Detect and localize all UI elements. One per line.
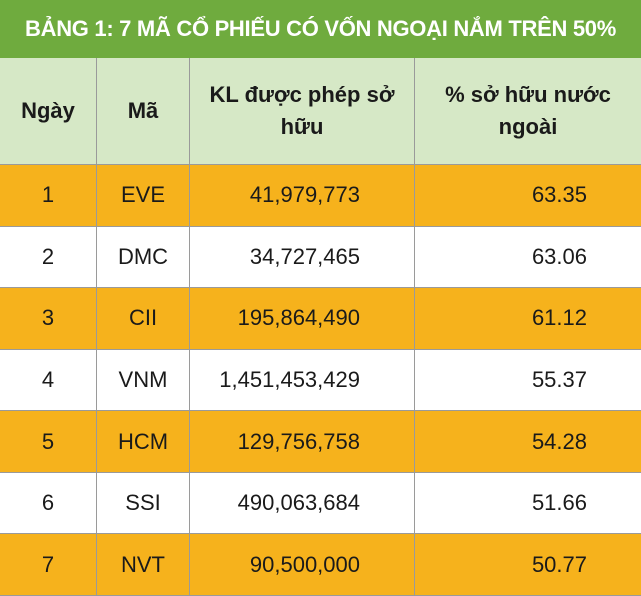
- table-cell: SSI: [97, 472, 190, 535]
- table-cell: 1,451,453,429: [190, 349, 415, 412]
- table-cell: 490,063,684: [190, 472, 415, 535]
- table-cell: 90,500,000: [190, 534, 415, 596]
- header-cell: % sở hữu nước ngoài: [415, 58, 641, 165]
- table-cell: 34,727,465: [190, 226, 415, 289]
- table-cell: 7: [0, 534, 97, 596]
- table-cell: 1: [0, 165, 97, 227]
- table-cell: NVT: [97, 534, 190, 596]
- table-cell: 6: [0, 472, 97, 535]
- table-cell: VNM: [97, 349, 190, 412]
- header-cell: Ngày: [0, 58, 97, 165]
- table-cell: 50.77: [415, 534, 641, 596]
- table-cell: 63.06: [415, 226, 641, 289]
- header-cell: KL được phép sở hữu: [190, 58, 415, 165]
- table-cell: DMC: [97, 226, 190, 289]
- table: Ngày Mã KL được phép sở hữu% sở hữu nước n…: [0, 58, 641, 596]
- table-cell: 3: [0, 288, 97, 350]
- table-title: BẢNG 1: 7 MÃ CỔ PHIẾU CÓ VỐN NGOẠI NẮM T…: [0, 0, 641, 58]
- table-cell: 129,756,758: [190, 411, 415, 473]
- table-cell: 2: [0, 226, 97, 289]
- table-cell: 5: [0, 411, 97, 473]
- table-cell: CII: [97, 288, 190, 350]
- table-cell: EVE: [97, 165, 190, 227]
- table-cell: 195,864,490: [190, 288, 415, 350]
- table-cell: 51.66: [415, 472, 641, 535]
- header-cell: Mã: [97, 58, 190, 165]
- table-cell: 54.28: [415, 411, 641, 473]
- table-cell: HCM: [97, 411, 190, 473]
- table-cell: 55.37: [415, 349, 641, 412]
- table-cell: 41,979,773: [190, 165, 415, 227]
- table-cell: 4: [0, 349, 97, 412]
- table-cell: 61.12: [415, 288, 641, 350]
- table-cell: 63.35: [415, 165, 641, 227]
